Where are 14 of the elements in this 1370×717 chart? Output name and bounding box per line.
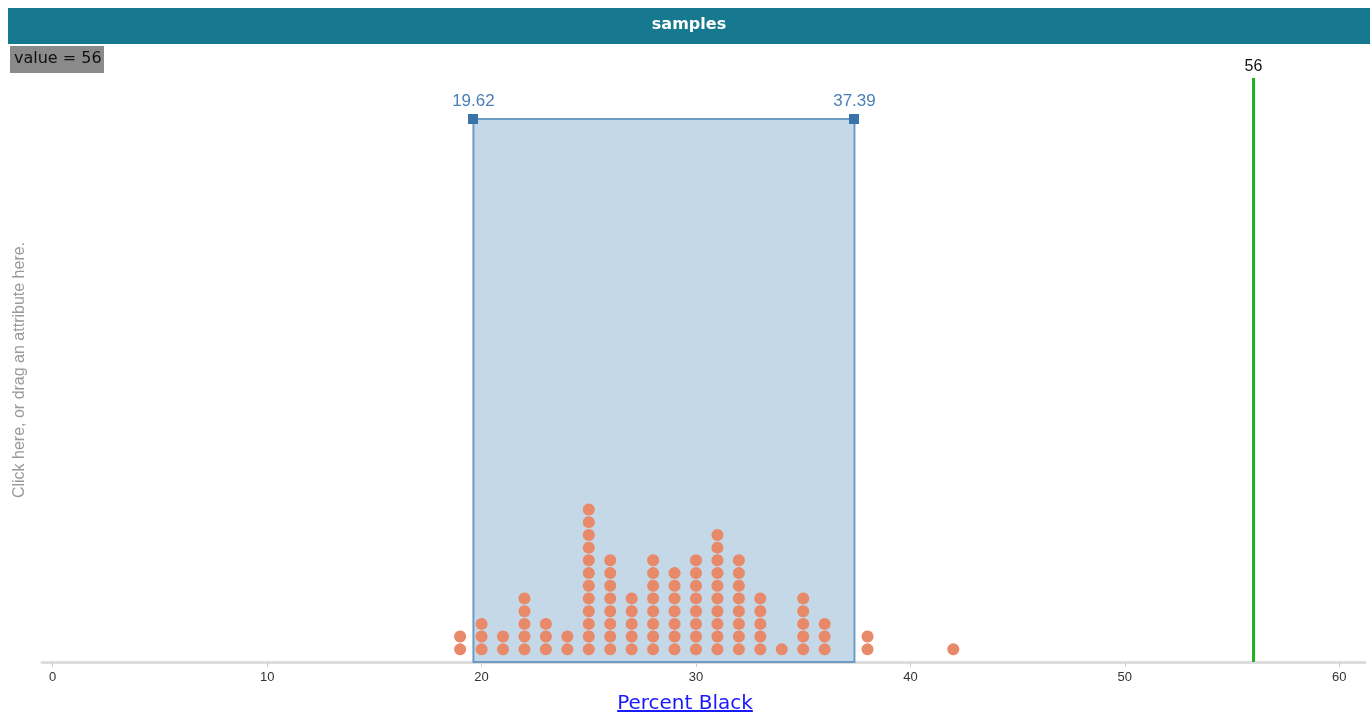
x-tick-label: 60 xyxy=(1332,669,1347,684)
ref-line-label: 56 xyxy=(1244,56,1263,74)
text: value = 56 xyxy=(10,46,104,73)
y-axis-title: Click here, or drag an attribute here. xyxy=(9,241,27,499)
x-tick-label: 20 xyxy=(474,669,489,684)
x-tick-label: 40 xyxy=(903,669,918,684)
x-tick-label: 10 xyxy=(259,669,275,684)
x-tick-label: 30 xyxy=(688,669,704,684)
text: 37.39 xyxy=(833,90,876,110)
text: 19.62 xyxy=(452,90,495,110)
x-axis-title: Percent Black xyxy=(616,690,754,714)
x-tick-label: 50 xyxy=(1117,669,1133,684)
x-tick-label: 0 xyxy=(49,669,57,684)
chart-title: samples xyxy=(8,8,1370,44)
